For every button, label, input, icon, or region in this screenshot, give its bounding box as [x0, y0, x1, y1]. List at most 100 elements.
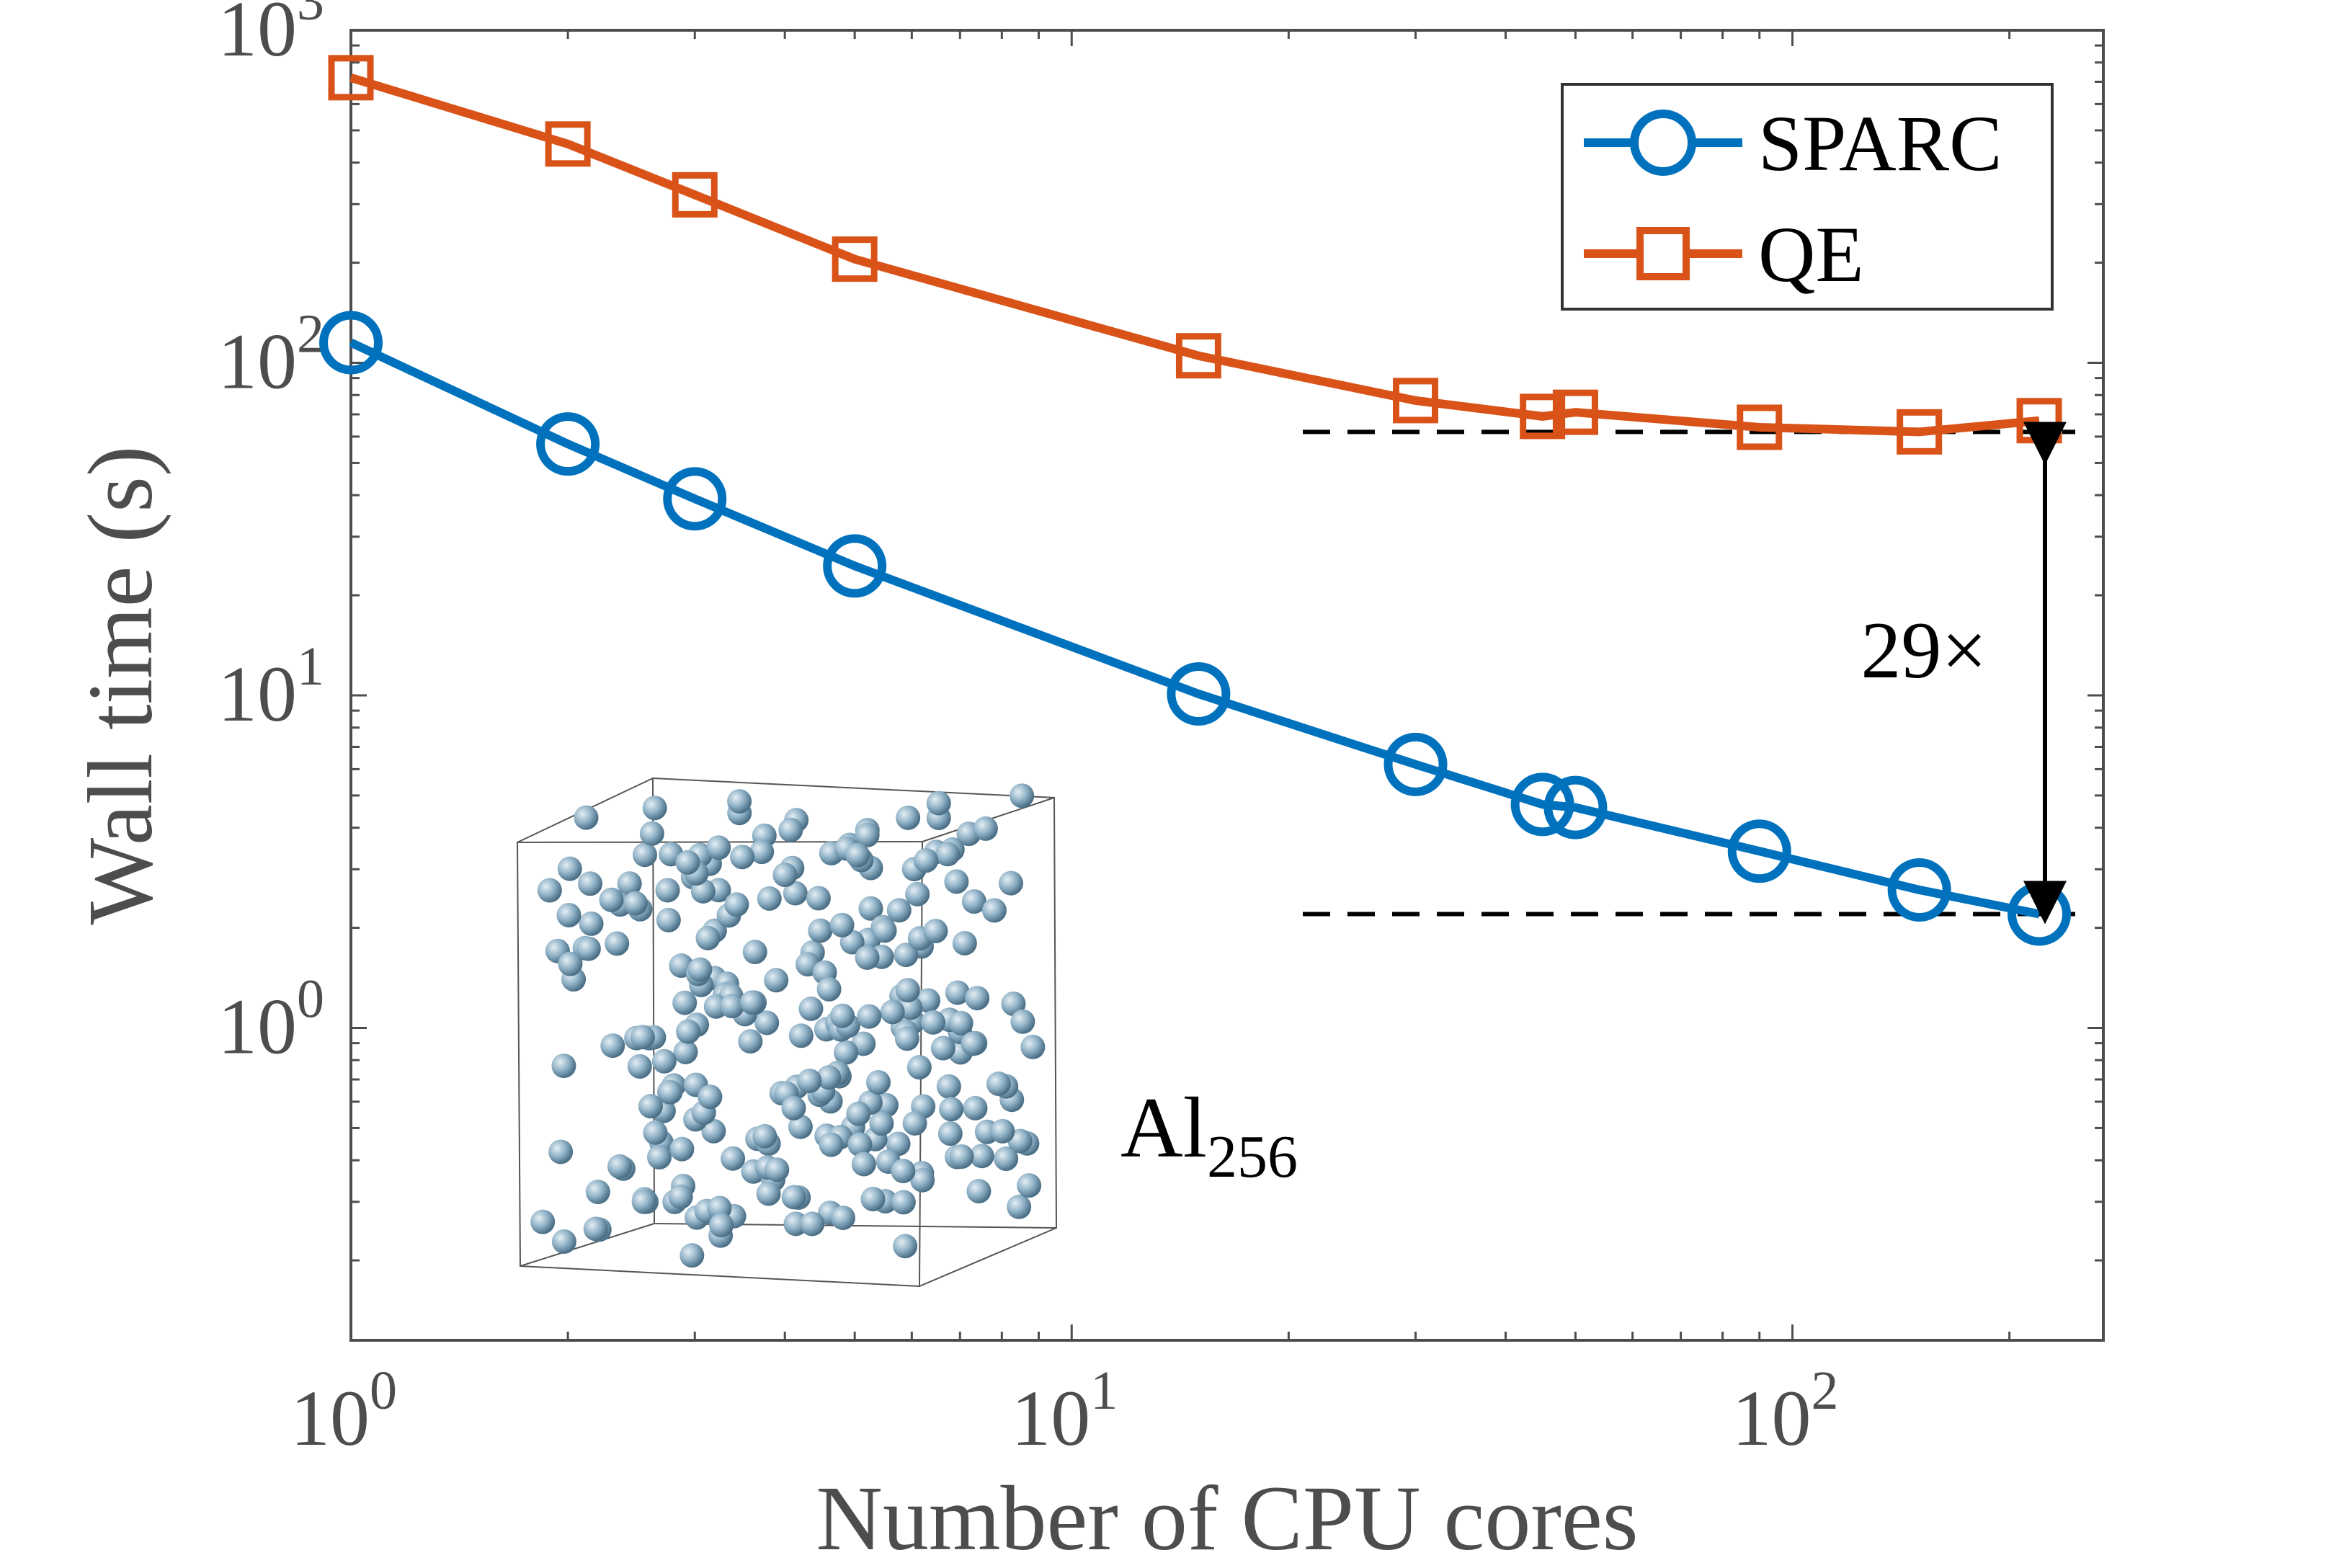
atom	[891, 1190, 916, 1215]
atom	[754, 1010, 780, 1035]
atom	[631, 1189, 656, 1214]
atom	[583, 1216, 608, 1242]
atom	[846, 1101, 871, 1126]
atom	[579, 911, 604, 936]
atom	[816, 1065, 842, 1090]
ratio-annotation: 29×	[1861, 422, 2067, 925]
atom	[886, 898, 912, 923]
atom	[724, 892, 749, 917]
y-tick-label: 100	[218, 969, 324, 1071]
atom	[643, 1120, 668, 1145]
data-point	[536, 412, 600, 476]
atom	[926, 790, 951, 816]
atom	[695, 925, 721, 950]
atom	[599, 887, 624, 912]
atom	[858, 896, 883, 921]
atom	[860, 1186, 886, 1211]
data-point	[1543, 775, 1608, 839]
atom	[855, 822, 880, 847]
atom	[672, 990, 698, 1015]
atom	[906, 1055, 932, 1080]
atom	[576, 936, 601, 961]
data-point	[1393, 378, 1439, 424]
atom	[1007, 1194, 1032, 1219]
atom	[607, 1154, 632, 1179]
atom	[923, 919, 948, 944]
atom	[687, 957, 713, 982]
atom	[783, 881, 808, 906]
atom	[742, 940, 767, 965]
atom	[866, 1069, 891, 1095]
atom	[655, 878, 680, 903]
atom	[752, 1123, 777, 1149]
atom	[738, 1029, 763, 1054]
atom	[949, 1144, 974, 1169]
atom	[772, 863, 798, 888]
atom	[639, 821, 664, 846]
atom	[638, 1094, 663, 1119]
atom	[574, 805, 599, 830]
atom	[1017, 1173, 1042, 1198]
atom	[632, 842, 657, 868]
atom	[891, 1159, 916, 1184]
atom	[617, 871, 642, 896]
atom	[961, 1031, 986, 1056]
atom	[806, 886, 831, 911]
atom	[788, 1114, 813, 1139]
series-qe	[328, 55, 2062, 455]
atom	[765, 1157, 790, 1182]
atom	[709, 1213, 734, 1238]
atom	[857, 1004, 882, 1029]
atom	[798, 996, 824, 1021]
atom	[855, 945, 880, 970]
atom	[656, 907, 681, 932]
data-point	[328, 55, 374, 101]
atom	[1010, 1009, 1035, 1034]
atom	[902, 1110, 927, 1136]
legend-marker-sparc	[1630, 110, 1696, 176]
atom	[966, 1179, 992, 1204]
atom	[578, 871, 603, 896]
data-point	[1897, 409, 1943, 455]
atom	[757, 886, 782, 911]
data-point	[672, 172, 718, 218]
atom	[895, 978, 920, 1003]
atom	[800, 1211, 825, 1237]
atom	[548, 1139, 574, 1164]
atom	[910, 1167, 935, 1193]
atom	[969, 1144, 994, 1169]
atom	[778, 817, 803, 842]
atom	[797, 1068, 822, 1093]
data-point	[823, 534, 887, 598]
data-point	[1383, 732, 1448, 796]
atom	[605, 931, 630, 956]
atom	[816, 976, 842, 1002]
inset-structure: Al256	[516, 777, 1298, 1288]
atom	[894, 1026, 919, 1051]
data-point	[1510, 772, 1574, 837]
atom	[551, 1229, 576, 1254]
data-point	[1552, 389, 1598, 435]
data-point	[1727, 819, 1791, 883]
atom	[676, 1019, 701, 1044]
x-tick-label: 102	[1732, 1360, 1839, 1462]
atom	[698, 1084, 723, 1110]
atom	[963, 1095, 988, 1121]
atom	[948, 1010, 973, 1035]
atom	[658, 1079, 683, 1105]
atom	[893, 1234, 918, 1259]
atom	[930, 1035, 955, 1061]
legend-marker-qe	[1636, 227, 1690, 280]
atom	[998, 870, 1023, 896]
axis-ticks	[349, 29, 2103, 1340]
data-point	[1737, 404, 1783, 450]
atom	[937, 1121, 963, 1146]
legend: SPARC QE	[1561, 83, 2054, 311]
atom	[1010, 783, 1035, 808]
atoms	[530, 783, 1046, 1268]
atom	[675, 850, 700, 875]
atom	[819, 1132, 844, 1157]
atom	[764, 968, 789, 993]
atom	[981, 898, 1007, 923]
tick-labels: 100 101 102 100 101 102 103	[218, 0, 1839, 1462]
